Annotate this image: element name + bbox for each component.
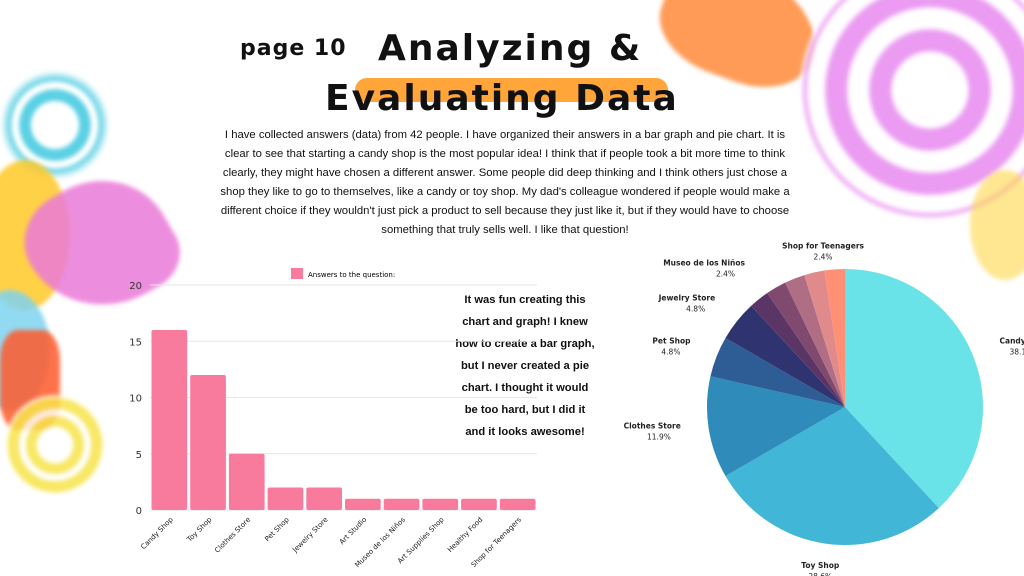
page-title-line2: Evaluating Data [325, 78, 679, 119]
bar [461, 498, 497, 510]
pie-slice [824, 269, 845, 407]
bar [499, 498, 536, 510]
pie-label-name: Shop for Teenagers [782, 241, 864, 250]
page-title-line1: Analyzing & [378, 28, 643, 69]
pie-label-name: Clothes Store [624, 422, 681, 431]
pie-label-name: Toy Shop [801, 561, 840, 570]
y-tick-label: 10 [129, 394, 142, 405]
bar [345, 498, 381, 510]
pie-slice [767, 282, 845, 407]
pie-label-pct: 11.9% [647, 433, 671, 442]
y-tick-label: 15 [129, 337, 142, 348]
pie-slice [725, 305, 845, 407]
bar [190, 375, 226, 510]
pie-label-name: Museo de los Niños [663, 258, 745, 267]
bar [228, 453, 265, 510]
pie-slice [710, 338, 845, 407]
pie-slice [845, 269, 984, 509]
pie-slice [751, 292, 845, 407]
pie-label-pct: 28.6% [808, 572, 832, 576]
y-tick-label: 0 [136, 506, 142, 517]
pie-label-pct: 4.8% [661, 347, 680, 356]
title-highlight [355, 78, 668, 102]
bar [383, 498, 420, 510]
pie-label-name: Jewelry Store [658, 294, 716, 303]
legend-label: Answers to the question: [308, 271, 395, 279]
legend-swatch [291, 268, 303, 279]
pie-label-pct: 2.4% [716, 269, 735, 278]
pie-slice [707, 376, 845, 476]
bar [267, 487, 304, 510]
pie-label-pct: 4.8% [686, 305, 705, 314]
intro-paragraph: I have collected answers (data) from 42 … [220, 129, 790, 236]
pie-label-pct: 2.4% [814, 252, 833, 261]
pie-label-name: Pet Shop [652, 336, 691, 345]
pie-label-name: Candy Shop [1000, 336, 1024, 345]
pie-slice [785, 275, 845, 407]
y-tick-label: 5 [136, 450, 142, 461]
bar [306, 487, 342, 510]
page-label: page 10 [240, 36, 347, 61]
pie-slice [725, 407, 939, 545]
y-tick-label: 20 [129, 281, 142, 292]
paint-splotch-decoration [5, 395, 105, 495]
bar [151, 330, 188, 510]
pie-label-pct: 38.1% [1010, 347, 1024, 356]
pie-slice [804, 270, 845, 407]
bar [422, 498, 459, 510]
paint-splotch-decoration [970, 170, 1024, 280]
